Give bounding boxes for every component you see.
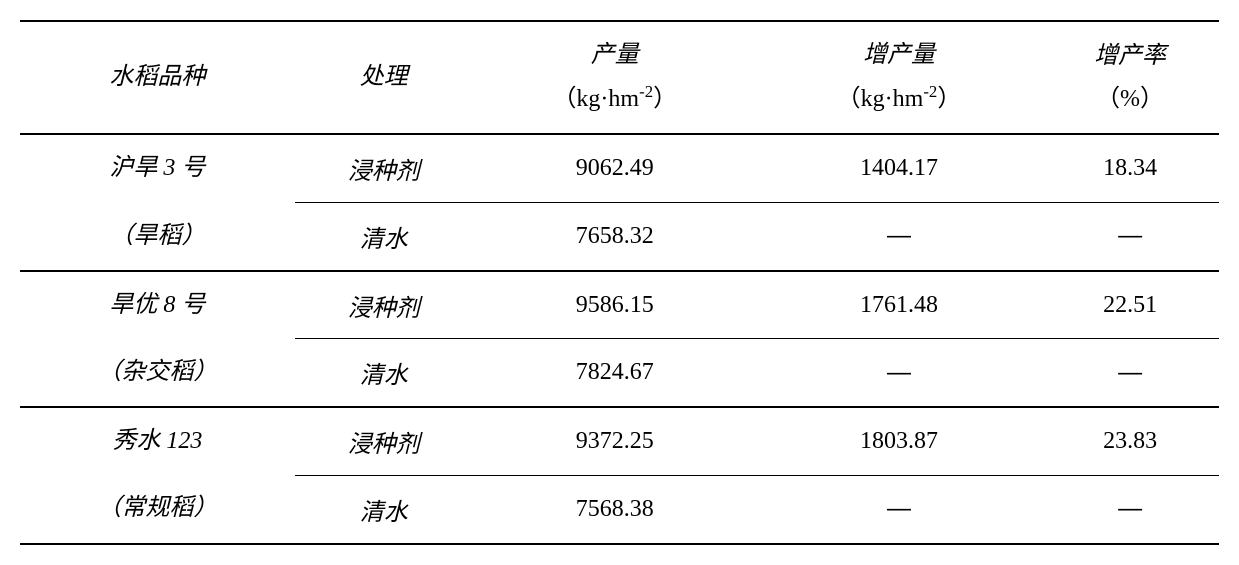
table-row: 旱优 8 号 浸种剂 9586.15 1761.48 22.51 [20,271,1219,339]
table-row: 秀水 123 浸种剂 9372.25 1803.87 23.83 [20,407,1219,475]
rate-cell: 23.83 [1041,407,1219,475]
table-row: （杂交稻） 清水 7824.67 — — [20,339,1219,407]
header-treatment: 处理 [295,21,473,134]
table-row: 沪旱 3 号 浸种剂 9062.49 1404.17 18.34 [20,134,1219,202]
rate-cell: — [1041,203,1219,271]
treatment-cell: 清水 [295,475,473,543]
header-increase: 增产量 （kg·hm-2） [757,21,1041,134]
table-row: （旱稻） 清水 7658.32 — — [20,203,1219,271]
increase-cell: 1761.48 [757,271,1041,339]
table-header-row: 水稻品种 处理 产量 （kg·hm-2） 增产量 （kg·hm-2） 增产率 （… [20,21,1219,134]
increase-cell: — [757,475,1041,543]
yield-cell: 9062.49 [473,134,757,202]
header-variety-label: 水稻品种 [109,64,205,90]
table-body: 沪旱 3 号 浸种剂 9062.49 1404.17 18.34 （旱稻） 清水… [20,134,1219,543]
increase-cell: 1803.87 [757,407,1041,475]
rice-yield-table: 水稻品种 处理 产量 （kg·hm-2） 增产量 （kg·hm-2） 增产率 （… [20,20,1219,545]
header-yield-line1: 产量 [591,42,639,68]
treatment-cell: 浸种剂 [295,407,473,475]
rate-cell: 18.34 [1041,134,1219,202]
increase-cell: — [757,339,1041,407]
header-variety: 水稻品种 [20,21,295,134]
variety-name-line1: 旱优 8 号 [20,271,295,339]
data-table-container: 水稻品种 处理 产量 （kg·hm-2） 增产量 （kg·hm-2） 增产率 （… [20,20,1219,545]
header-yield-unit: （kg·hm-2） [552,86,677,112]
yield-cell: 7658.32 [473,203,757,271]
variety-name-line2: （旱稻） [20,203,295,271]
rate-cell: 22.51 [1041,271,1219,339]
treatment-cell: 清水 [295,339,473,407]
treatment-cell: 浸种剂 [295,134,473,202]
header-rate-unit: （%） [1096,86,1164,112]
variety-name-line1: 秀水 123 [20,407,295,475]
header-increase-line1: 增产量 [863,42,935,68]
header-yield: 产量 （kg·hm-2） [473,21,757,134]
increase-cell: 1404.17 [757,134,1041,202]
header-rate-line1: 增产率 [1094,43,1166,69]
variety-name-line2: （杂交稻） [20,339,295,407]
treatment-cell: 清水 [295,203,473,271]
variety-name-line1: 沪旱 3 号 [20,134,295,202]
rate-cell: — [1041,475,1219,543]
header-treatment-label: 处理 [360,64,408,90]
rate-cell: — [1041,339,1219,407]
header-increase-unit: （kg·hm-2） [837,86,962,112]
yield-cell: 9372.25 [473,407,757,475]
header-rate: 增产率 （%） [1041,21,1219,134]
table-row: （常规稻） 清水 7568.38 — — [20,475,1219,543]
yield-cell: 9586.15 [473,271,757,339]
yield-cell: 7568.38 [473,475,757,543]
treatment-cell: 浸种剂 [295,271,473,339]
increase-cell: — [757,203,1041,271]
variety-name-line2: （常规稻） [20,475,295,543]
yield-cell: 7824.67 [473,339,757,407]
